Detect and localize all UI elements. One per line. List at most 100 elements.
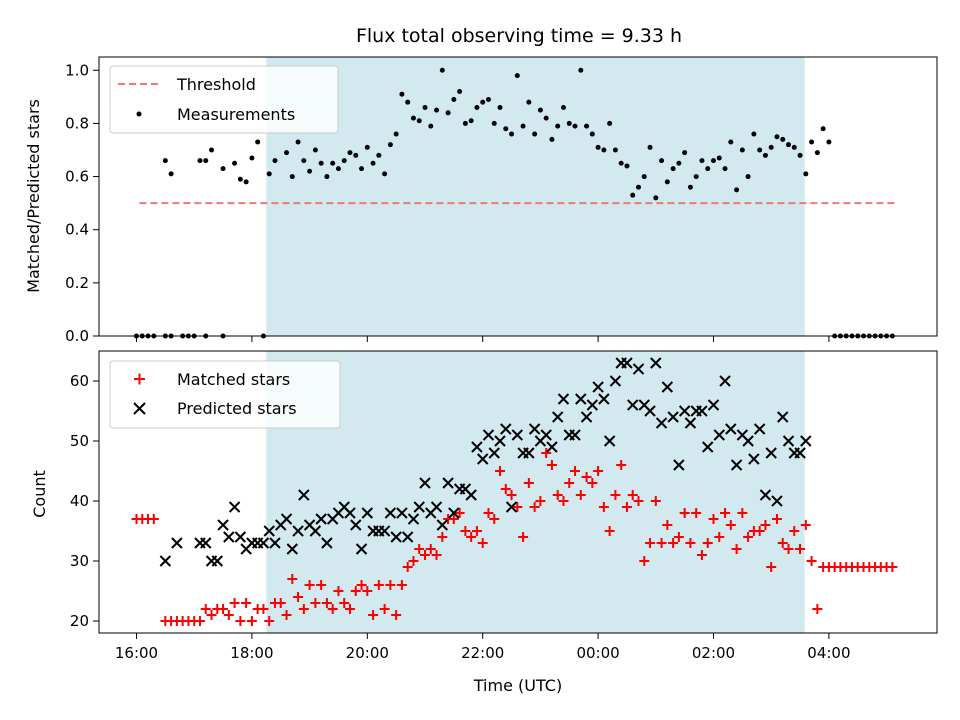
x-tick-label: 00:00 bbox=[576, 644, 619, 662]
measurement-point bbox=[370, 160, 376, 166]
x-tick-label: 20:00 bbox=[346, 644, 389, 662]
measurement-point bbox=[676, 160, 682, 166]
predicted-star-point bbox=[448, 507, 460, 519]
matched-star-point bbox=[304, 580, 315, 590]
matched-star-point bbox=[512, 502, 523, 512]
measurement-point bbox=[347, 150, 353, 156]
predicted-star-point bbox=[286, 543, 298, 555]
matched-star-point bbox=[396, 580, 407, 590]
matched-star-point bbox=[391, 610, 402, 620]
matched-star-point bbox=[743, 532, 754, 542]
predicted-star-point bbox=[753, 423, 766, 435]
matched-star-point bbox=[235, 616, 246, 626]
top-y-tick-label: 0.0 bbox=[65, 327, 89, 345]
measurement-point bbox=[387, 142, 393, 148]
bottom-y-tick-label: 40 bbox=[70, 492, 89, 510]
matched-star-point bbox=[437, 532, 448, 542]
matched-star-point bbox=[529, 502, 540, 512]
matched-star-point bbox=[460, 526, 471, 536]
measurement-point bbox=[682, 150, 688, 156]
measurement-point bbox=[410, 115, 416, 121]
measurement-point bbox=[532, 131, 538, 137]
predicted-star-point bbox=[552, 411, 564, 423]
measurement-point bbox=[301, 158, 307, 164]
matched-star-point bbox=[241, 598, 252, 608]
x-tick-label: 18:00 bbox=[230, 644, 273, 662]
predicted-star-point bbox=[355, 543, 368, 555]
predicted-star-point bbox=[436, 519, 449, 531]
measurement-point bbox=[434, 107, 440, 113]
measurements-legend-marker bbox=[136, 111, 142, 117]
matched-star-point bbox=[558, 496, 569, 506]
matched-star-point bbox=[379, 604, 390, 614]
predicted-star-point bbox=[378, 525, 391, 537]
matched-star-point bbox=[477, 538, 488, 548]
predicted-star-point bbox=[321, 537, 333, 549]
measurement-point bbox=[705, 166, 711, 172]
matched-star-point bbox=[777, 538, 788, 548]
matched-star-point bbox=[523, 478, 534, 488]
predicted-star-point bbox=[794, 447, 806, 459]
top-y-axis-label: Matched/Predicted stars bbox=[24, 99, 43, 293]
matched-star-point bbox=[766, 562, 777, 572]
matched-star-point bbox=[754, 526, 765, 536]
matched-star-point bbox=[495, 466, 506, 476]
predicted-star-point bbox=[344, 507, 356, 519]
x-tick-label: 04:00 bbox=[807, 644, 850, 662]
matched-star-point bbox=[696, 550, 707, 560]
predicted-star-point bbox=[298, 489, 310, 501]
predicted-star-point bbox=[390, 531, 402, 543]
measurement-point bbox=[722, 166, 728, 172]
measurement-point bbox=[618, 160, 624, 166]
matched-star-point bbox=[414, 544, 425, 554]
measurement-point bbox=[514, 73, 520, 79]
matched-star-point bbox=[616, 460, 627, 470]
matched-star-point bbox=[258, 604, 269, 614]
measurement-point bbox=[791, 144, 797, 150]
matched-star-point bbox=[200, 604, 211, 614]
measurement-point bbox=[312, 147, 318, 153]
predicted-star-point bbox=[661, 381, 674, 393]
measurement-point bbox=[780, 136, 786, 142]
measurement-point bbox=[520, 123, 526, 129]
matched-star-point bbox=[281, 610, 292, 620]
measurement-point bbox=[820, 126, 826, 132]
predicted-star-point bbox=[667, 411, 679, 423]
bottom-panel: 20 30 40 50 60 16:00 18:00 20:00 22:00 00:00 02:0… bbox=[30, 350, 938, 695]
measurement-point bbox=[503, 126, 509, 132]
predicted-star-point bbox=[401, 531, 414, 543]
measurement-point bbox=[393, 131, 399, 137]
matched-star-point bbox=[489, 514, 500, 524]
predicted-star-point bbox=[800, 435, 812, 447]
measurement-point bbox=[353, 152, 359, 158]
measurement-point bbox=[555, 123, 561, 129]
measurement-point bbox=[422, 104, 428, 110]
matched-star-point bbox=[598, 502, 609, 512]
predicted-star-point bbox=[488, 447, 500, 459]
matched-star-point bbox=[293, 592, 304, 602]
measurement-point bbox=[757, 147, 763, 153]
measurement-point bbox=[526, 99, 532, 105]
measurement-point bbox=[612, 147, 618, 153]
matched-star-point bbox=[206, 610, 217, 620]
measurement-point bbox=[670, 166, 676, 172]
measurement-point bbox=[220, 166, 226, 172]
predicted-legend-label: Predicted stars bbox=[177, 399, 297, 418]
measurement-point bbox=[295, 139, 301, 145]
predicted-star-point bbox=[500, 423, 512, 435]
measurement-point bbox=[284, 150, 290, 156]
predicted-star-point bbox=[280, 513, 293, 525]
predicted-star-point bbox=[725, 423, 737, 435]
measurement-point bbox=[341, 158, 347, 164]
matched-star-point bbox=[691, 508, 702, 518]
predicted-star-point bbox=[523, 447, 535, 459]
measurement-point bbox=[584, 123, 590, 129]
bottom-shaded-region bbox=[266, 351, 805, 633]
predicted-star-point bbox=[263, 525, 275, 537]
top-y-tick-label: 0.2 bbox=[65, 274, 89, 292]
matched-star-point bbox=[500, 484, 511, 494]
measurement-point bbox=[335, 166, 341, 172]
predicted-star-point bbox=[419, 477, 431, 489]
matched-star-point bbox=[264, 616, 275, 626]
